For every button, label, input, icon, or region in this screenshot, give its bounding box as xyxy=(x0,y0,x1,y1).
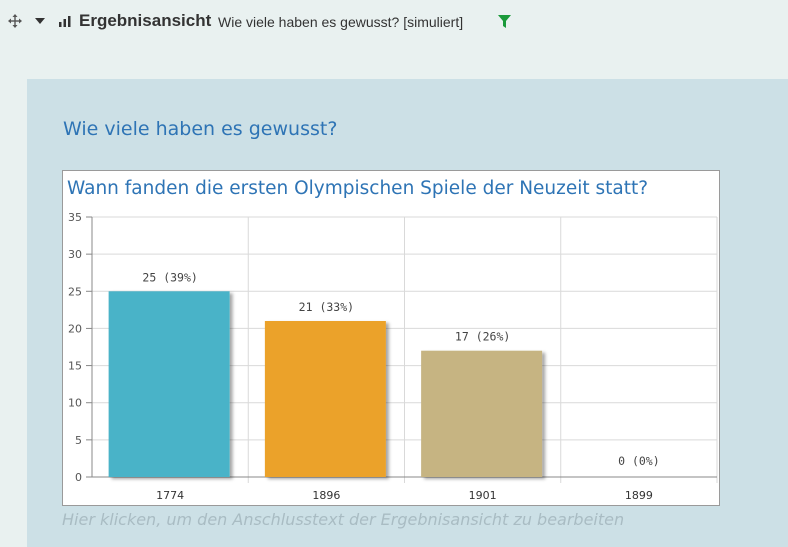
data-label: 17 (26%) xyxy=(455,330,510,344)
y-tick-label: 10 xyxy=(68,397,82,410)
result-view-subtitle: Wie viele haben es gewusst? [simuliert] xyxy=(218,14,463,30)
panel-title: Wie viele haben es gewusst? xyxy=(63,118,337,140)
y-tick-label: 15 xyxy=(68,360,82,373)
follow-up-text-placeholder[interactable]: Hier klicken, um den Anschlusstext der E… xyxy=(62,510,624,529)
filter-icon[interactable] xyxy=(498,15,511,28)
data-label: 21 (33%) xyxy=(299,300,354,314)
toolbar: Ergebnisansicht Wie viele haben es gewus… xyxy=(0,0,788,44)
result-view-title: Ergebnisansicht xyxy=(79,11,211,31)
x-tick-label: 1774 xyxy=(156,489,184,502)
x-tick-label: 1901 xyxy=(469,489,497,502)
y-tick-label: 0 xyxy=(75,471,82,484)
x-tick-label: 1896 xyxy=(312,489,340,502)
bar-chart-icon xyxy=(59,15,71,27)
bar-1774 xyxy=(109,291,230,477)
bar-1896 xyxy=(265,321,386,477)
data-label: 25 (39%) xyxy=(142,270,197,284)
y-tick-label: 5 xyxy=(75,434,82,447)
caret-down-icon[interactable] xyxy=(35,17,45,25)
bar-1901 xyxy=(421,351,542,477)
data-label: 0 (0%) xyxy=(618,454,660,468)
x-tick-label: 1899 xyxy=(625,489,653,502)
move-icon[interactable] xyxy=(8,14,22,28)
y-tick-label: 20 xyxy=(68,322,82,335)
y-tick-label: 30 xyxy=(68,248,82,261)
y-tick-label: 35 xyxy=(68,211,82,224)
y-tick-label: 25 xyxy=(68,285,82,298)
bar-chart: 0 5 10 15 20 25 30 35 25 (39%) 1774 21 (33%) 1896 17… xyxy=(62,170,720,506)
